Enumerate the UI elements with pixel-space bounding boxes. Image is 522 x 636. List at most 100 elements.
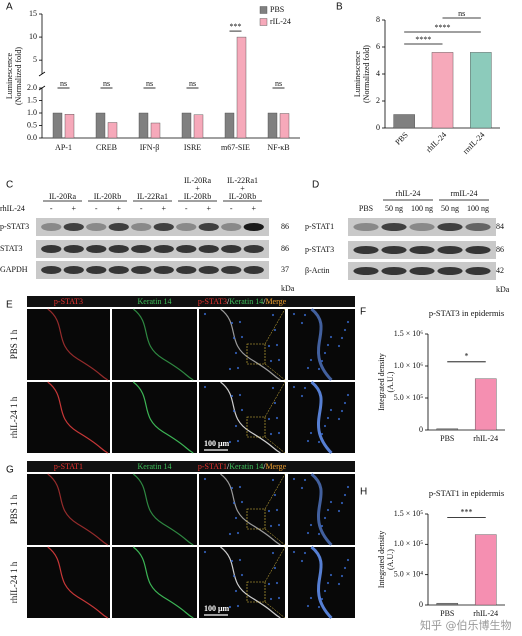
y-tick-label: 0 [419,600,423,609]
header-part: p-STAT3 [198,297,227,306]
lane-label: 50 ng [385,204,403,213]
group-label: IL-20Rb [94,192,122,201]
tissue [310,472,333,547]
blot-band [41,223,62,231]
bar [393,114,415,129]
significance: ns [275,79,282,88]
micrograph [199,547,285,618]
lane-sign: + [116,204,121,213]
chart-title: p-STAT3 in epidermis [429,308,504,318]
header-part: / [227,297,230,306]
tissue [220,473,281,546]
micrograph [288,547,355,618]
nucleus [232,501,236,505]
nucleus [236,366,240,370]
nucleus [271,313,275,317]
panel-letter: D [312,180,319,191]
y-tick-label: 0 [419,425,423,434]
tissue [220,546,281,619]
lane-sign: - [95,204,98,213]
blot-band [153,245,174,253]
legend-label: rIL-24 [270,17,291,26]
blot-unit: kDa [496,285,510,294]
nucleus [337,417,341,421]
significance: **** [415,35,431,44]
significance: *** [461,507,473,516]
bar [150,122,161,139]
zoom-line [264,363,286,381]
nucleus [232,409,236,413]
micrograph [27,547,110,618]
lane-label: PBS [359,204,373,213]
lane-sign: - [140,204,143,213]
nucleus [309,523,313,527]
nucleus [303,313,307,317]
watermark: 知乎 @伯乐博生物 [420,618,512,632]
bar [181,112,192,139]
blot-band [381,246,407,254]
column-header: p-STAT3 [54,297,83,306]
blot-band [108,223,129,231]
x-tick-label: PBS [440,609,454,618]
nucleus [303,386,307,390]
y-axis-label: (Normalized fold) [14,47,23,105]
scale-bar-label: 100 μm [204,604,230,613]
nucleus [240,573,244,577]
blot-band [221,223,242,231]
significance: ns [146,79,153,88]
nucleus [275,581,279,585]
y-tick-label: 0.0 [27,133,37,142]
bar [236,36,247,139]
x-tick-label: rhIL-24 [473,434,498,443]
nucleus [236,439,240,443]
blot-band [131,223,152,231]
blot-band [381,267,407,275]
tissue [132,308,194,381]
group-label: IL-22Ra1 [137,192,168,201]
panel-letter: A [6,2,13,13]
nucleus [340,409,344,413]
panel-letter: F [360,307,366,318]
nucleus [238,393,242,397]
group-label: + [240,184,245,193]
blot-band [221,266,242,274]
blot-strip [36,261,269,279]
micrograph [199,474,285,545]
nucleus [234,589,238,593]
blot-row-label: p-STAT3 [0,222,29,231]
header-part: / [263,462,266,471]
y-tick-label: 5 [33,55,37,64]
panel-letter: C [6,180,13,191]
nucleus [320,432,324,436]
nucleus [292,550,296,554]
group-label: IL-20Rb [229,192,257,201]
y-tick-label: 2 [376,96,380,105]
nucleus [323,424,327,428]
y-axis-label: Luminescence [353,50,362,97]
y-tick-label: 0 [376,123,380,132]
blot-band [86,266,107,274]
bar [95,112,106,139]
nucleus [343,401,347,405]
nucleus [269,432,273,436]
header-part: p-STAT1 [54,462,83,471]
y-tick-label: 1.5 × 10⁵ [394,509,424,518]
y-tick-label: 1.0 × 10⁶ [394,361,424,370]
significance: *** [230,22,242,31]
nucleus [269,597,273,601]
chart-title: p-STAT1 in epidermis [429,488,504,498]
bar [224,112,235,139]
nucleus [228,532,232,536]
blot-kda: 37 [281,265,289,274]
y-tick-label: 4 [376,69,380,78]
nucleus [306,604,310,608]
x-tick-label: IFN-β [140,143,160,152]
nucleus [230,559,234,563]
nucleus [309,358,313,362]
blot-band [176,245,197,253]
nucleus [300,321,304,325]
nucleus [340,501,344,505]
nucleus [329,573,333,577]
nucleus [273,493,277,497]
lane-label: 100 ng [467,204,489,213]
